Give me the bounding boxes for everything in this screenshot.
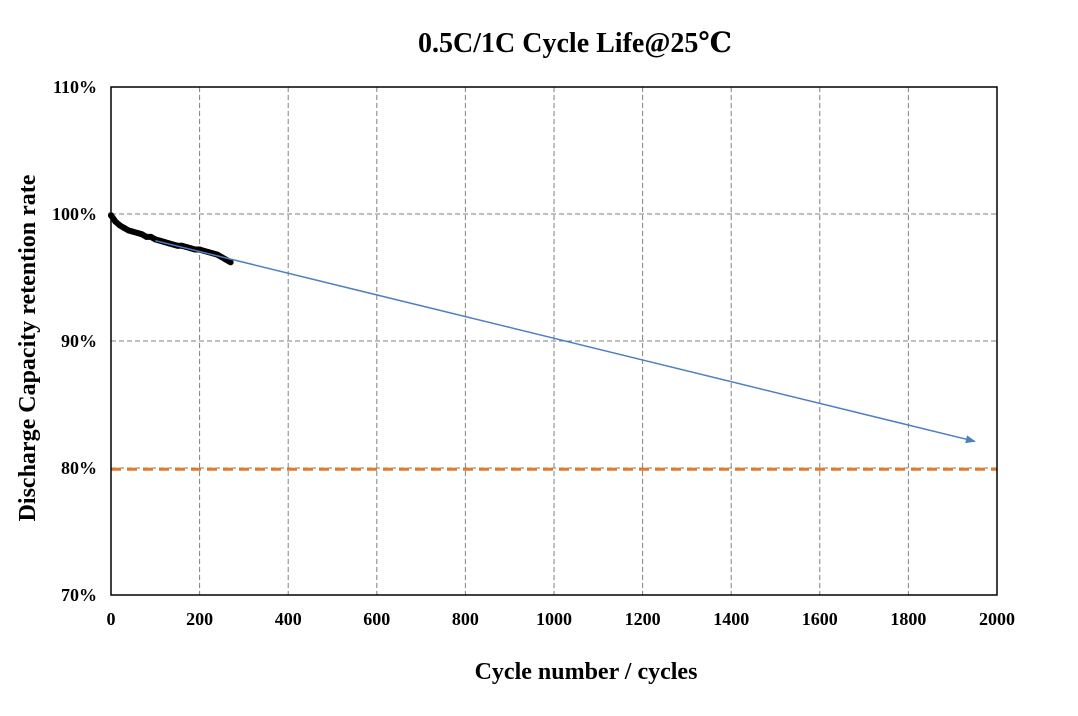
x-tick-label: 1000 <box>536 609 572 629</box>
measured-point <box>143 233 150 240</box>
x-tick-label: 1800 <box>890 609 926 629</box>
x-tick-label: 0 <box>107 609 116 629</box>
measured-point <box>139 231 146 238</box>
y-tick-label: 100% <box>52 204 97 224</box>
plot-area <box>108 212 997 471</box>
x-tick-label: 600 <box>363 609 390 629</box>
y-axis-label: Discharge Capacity retention rate <box>15 174 41 521</box>
x-axis-label: Cycle number / cycles <box>475 659 698 685</box>
trend-arrow <box>155 239 976 444</box>
x-tick-labels: 0 200 400 600 800 1000 1200 1400 1600 1800 2000 <box>107 609 1016 629</box>
y-tick-label: 70% <box>61 585 97 605</box>
x-tick-label: 1200 <box>625 609 661 629</box>
y-tick-label: 110% <box>53 77 97 97</box>
y-tick-labels: 70% 80% 90% 100% 110% <box>52 77 97 605</box>
measured-point <box>112 218 119 225</box>
measured-point <box>116 222 123 229</box>
x-tick-label: 200 <box>186 609 213 629</box>
x-tick-label: 2000 <box>979 609 1015 629</box>
measured-point <box>147 233 154 240</box>
measured-point <box>121 224 128 231</box>
grid-lines <box>111 87 997 595</box>
x-tick-label: 400 <box>275 609 302 629</box>
y-tick-label: 80% <box>61 458 97 478</box>
x-tick-label: 1400 <box>713 609 749 629</box>
x-tick-label: 800 <box>452 609 479 629</box>
measured-point <box>227 259 234 266</box>
chart-title: 0.5C/1C Cycle Life@25℃ <box>418 28 732 59</box>
x-tick-label: 1600 <box>802 609 838 629</box>
plot-frame <box>110 86 998 596</box>
y-tick-label: 90% <box>61 331 97 351</box>
